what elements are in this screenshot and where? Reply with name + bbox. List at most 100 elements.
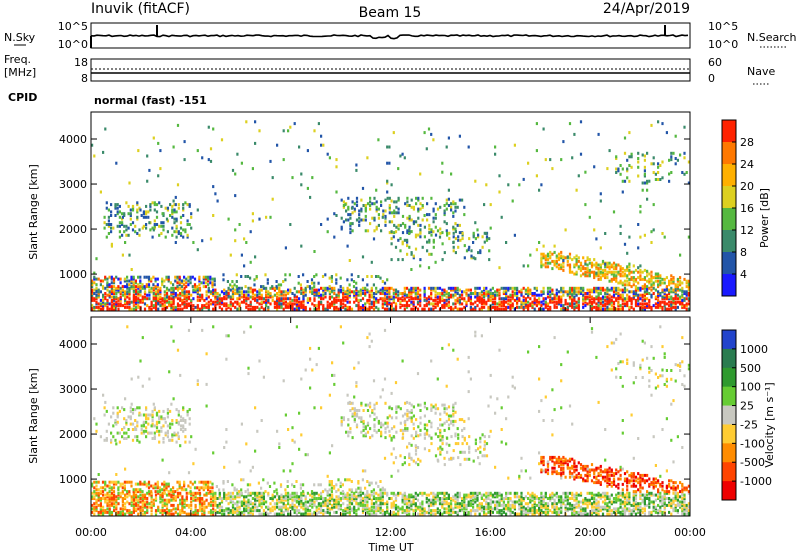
data-cell <box>115 300 118 304</box>
data-cell <box>408 512 411 516</box>
data-cell <box>130 500 133 504</box>
data-cell <box>176 277 179 281</box>
data-cell <box>322 288 325 292</box>
data-cell <box>443 302 446 306</box>
data-cell <box>350 206 354 210</box>
data-cell <box>95 500 98 504</box>
data-cell <box>313 307 316 311</box>
data-cell <box>346 293 349 297</box>
data-cell <box>106 502 109 506</box>
data-cell <box>360 209 363 213</box>
data-cell <box>430 196 433 200</box>
data-cell <box>388 161 391 165</box>
data-cell <box>628 155 631 159</box>
data-cell <box>417 209 420 213</box>
data-cell <box>566 507 569 511</box>
data-cell <box>507 298 510 302</box>
data-cell <box>196 295 199 299</box>
data-cell <box>509 512 512 516</box>
data-cell <box>220 505 224 509</box>
data-cell <box>176 302 180 306</box>
data-cell <box>582 302 585 306</box>
data-cell <box>670 279 673 283</box>
data-cell <box>421 512 424 516</box>
data-cell <box>575 293 578 297</box>
data-cell <box>641 188 644 192</box>
data-cell <box>295 505 298 509</box>
data-cell <box>557 267 561 271</box>
data-cell <box>394 305 398 309</box>
data-cell <box>560 265 563 269</box>
data-cell <box>265 293 268 297</box>
data-cell <box>183 295 186 299</box>
data-cell <box>584 298 587 302</box>
data-cell <box>229 491 232 495</box>
data-cell <box>584 510 587 514</box>
data-cell <box>126 491 129 495</box>
data-cell <box>447 188 450 192</box>
data-cell <box>668 290 671 294</box>
data-cell <box>505 300 508 304</box>
data-cell <box>465 495 468 499</box>
data-cell <box>476 498 479 502</box>
data-cell <box>403 498 406 502</box>
data-cell <box>381 292 384 295</box>
data-cell <box>626 279 629 283</box>
data-cell <box>535 248 538 252</box>
data-cell <box>606 300 609 304</box>
data-cell <box>456 502 459 506</box>
data-cell <box>617 295 620 299</box>
data-cell <box>599 307 602 311</box>
data-cell <box>608 261 611 265</box>
data-cell <box>436 300 439 304</box>
data-cell <box>498 293 501 297</box>
data-cell <box>159 288 162 292</box>
data-cell <box>117 297 120 301</box>
data-cell <box>575 263 578 267</box>
data-cell <box>236 297 239 301</box>
data-cell <box>403 238 406 242</box>
data-cell <box>207 295 210 299</box>
data-cell <box>124 293 127 297</box>
data-cell <box>610 263 613 267</box>
data-cell <box>142 224 145 228</box>
data-cell <box>227 288 230 292</box>
data-cell <box>674 285 677 289</box>
data-cell <box>661 300 664 304</box>
data-cell <box>238 290 241 294</box>
data-cell <box>432 304 435 308</box>
data-cell <box>575 305 578 309</box>
data-cell <box>174 498 177 502</box>
data-cell <box>141 285 144 289</box>
data-cell <box>403 510 406 514</box>
data-cell <box>326 507 329 511</box>
data-cell <box>474 307 477 311</box>
data-cell <box>646 304 649 308</box>
data-cell <box>91 295 94 299</box>
data-cell <box>254 120 257 124</box>
data-cell <box>555 297 558 301</box>
data-cell <box>465 302 468 306</box>
data-cell <box>615 297 618 301</box>
data-cell <box>324 273 327 277</box>
data-cell <box>205 297 208 301</box>
data-cell <box>544 510 547 514</box>
data-cell <box>634 304 638 308</box>
data-cell <box>138 233 141 237</box>
data-cell <box>432 220 435 224</box>
data-cell <box>160 221 163 225</box>
data-cell <box>276 512 279 516</box>
data-cell <box>150 277 153 281</box>
data-cell <box>573 288 576 292</box>
data-cell <box>126 285 129 289</box>
data-cell <box>124 502 127 506</box>
data-cell <box>483 295 486 299</box>
data-cell <box>522 302 525 306</box>
data-cell <box>344 495 347 499</box>
data-cell <box>113 297 116 301</box>
data-cell <box>258 500 261 504</box>
data-cell <box>136 217 139 221</box>
data-cell <box>335 293 338 297</box>
data-cell <box>322 290 325 294</box>
data-cell <box>335 502 338 506</box>
